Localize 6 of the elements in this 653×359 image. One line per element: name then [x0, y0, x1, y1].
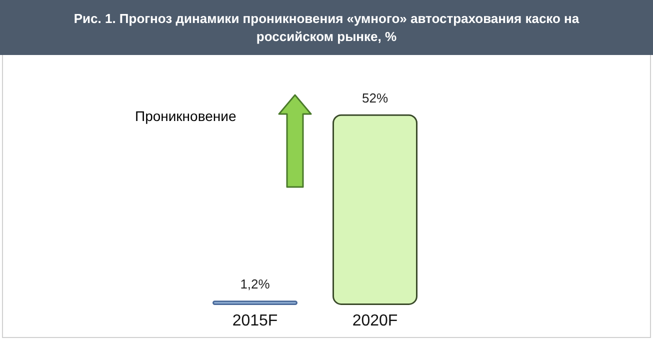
chart-title: Рис. 1. Прогноз динамики проникновения «умного» автострахования каско на российском рынке, % — [0, 0, 653, 55]
x-tick-label: 2015F — [232, 312, 278, 330]
data-label: 1,2% — [240, 276, 270, 292]
data-label: 52% — [362, 90, 388, 106]
annotation: Проникновение — [135, 108, 236, 124]
x-tick-label: 2020F — [352, 312, 398, 330]
